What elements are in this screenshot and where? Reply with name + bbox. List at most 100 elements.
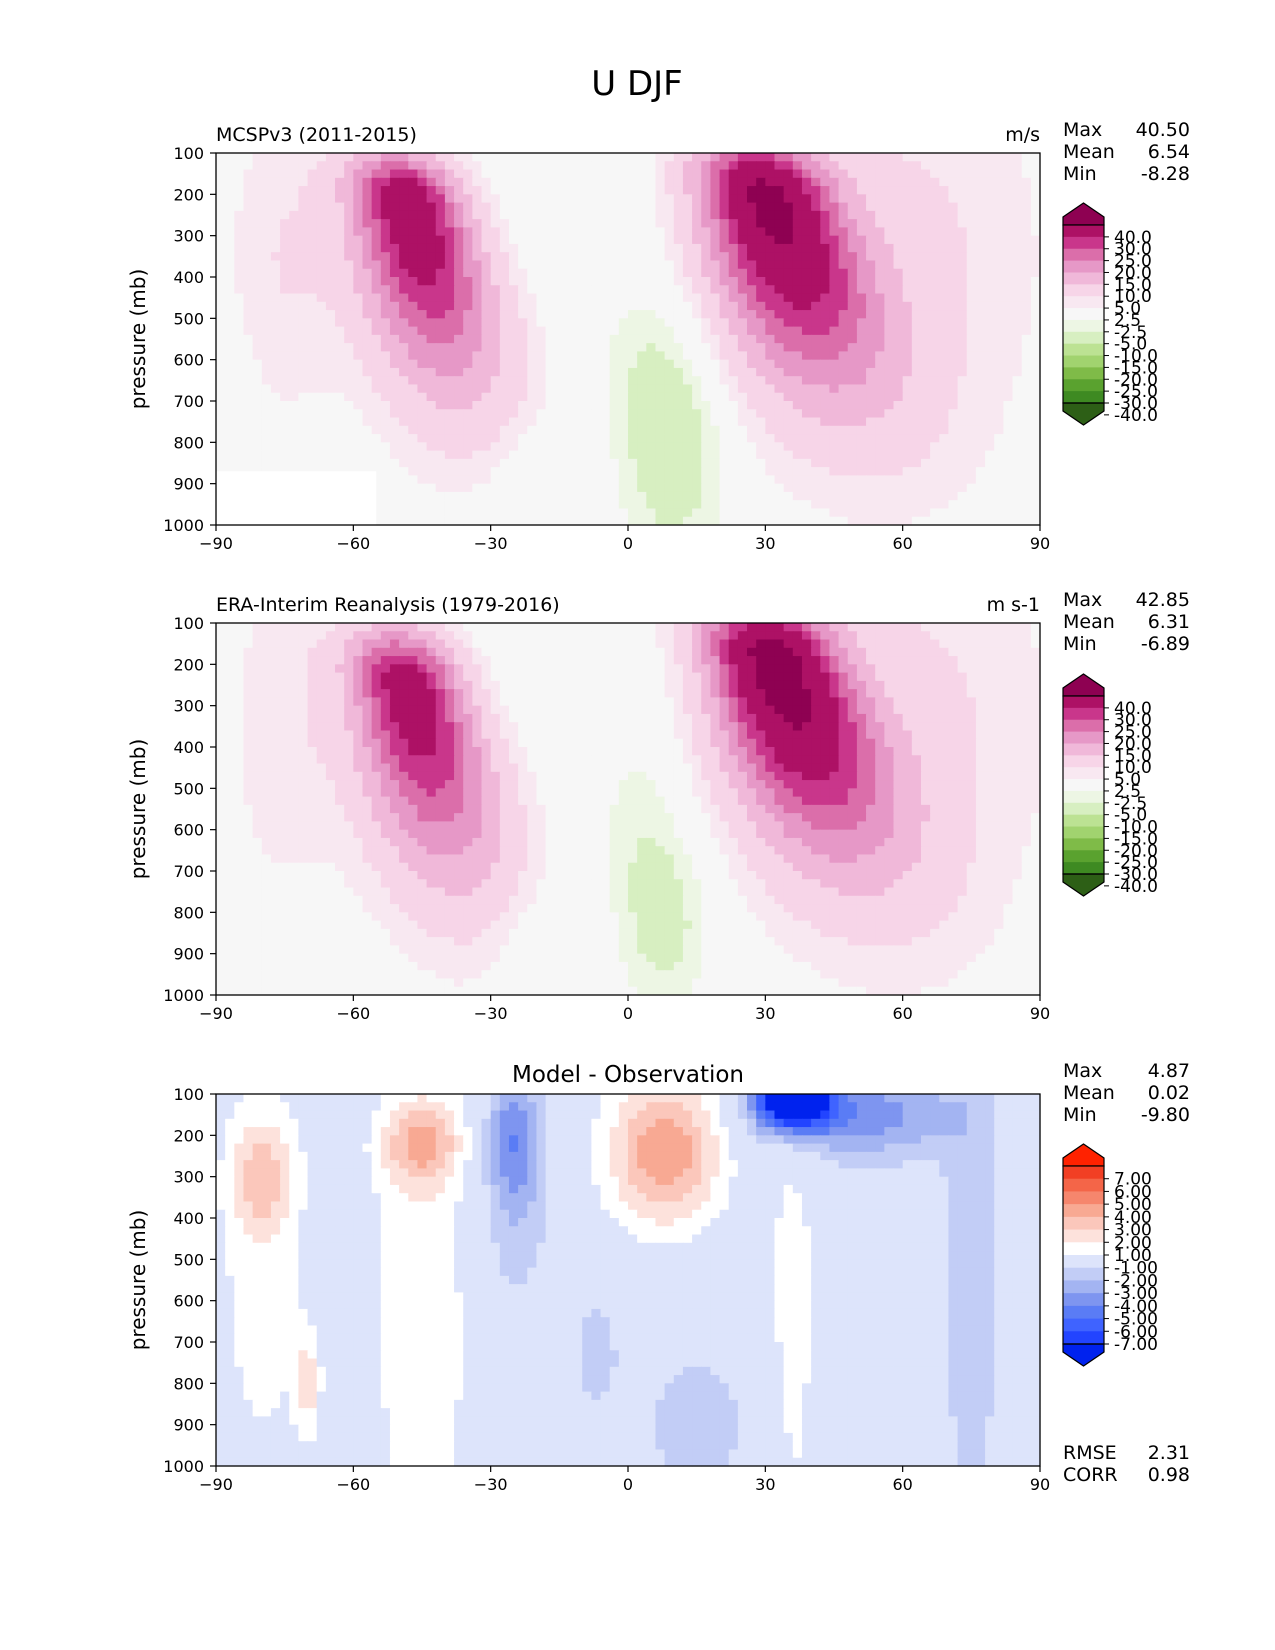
field-cell — [985, 647, 995, 657]
field-cell — [417, 697, 428, 707]
field-cell — [737, 425, 748, 435]
field-cell — [994, 483, 1004, 493]
field-cell — [518, 219, 528, 228]
field-cell — [573, 434, 583, 443]
field-cell — [298, 301, 309, 311]
field-cell — [298, 343, 309, 352]
field-cell — [765, 672, 776, 682]
field-cell — [426, 664, 437, 674]
field-cell — [435, 491, 446, 501]
field-cell — [408, 318, 419, 328]
field-cell — [975, 177, 986, 187]
field-cell — [957, 425, 968, 435]
field-cell — [536, 334, 547, 344]
field-cell — [756, 227, 766, 237]
field-cell — [875, 219, 885, 228]
field-cell — [838, 376, 849, 386]
field-cell — [362, 359, 373, 369]
field-cell — [920, 210, 931, 220]
field-cell — [939, 318, 950, 328]
field-cell — [454, 235, 464, 245]
field-cell — [600, 293, 611, 303]
field-cell — [454, 243, 464, 253]
field-cell — [591, 656, 602, 665]
field-cell — [545, 326, 556, 336]
field-cell — [930, 491, 940, 501]
field-cell — [454, 458, 464, 468]
field-cell — [1012, 672, 1023, 682]
x-tick-label: 0 — [623, 534, 633, 553]
field-cell — [573, 425, 583, 435]
field-cell — [472, 647, 483, 657]
field-cell — [957, 623, 968, 632]
field-cell — [783, 475, 794, 485]
field-cell — [838, 409, 849, 419]
field-cell — [856, 392, 867, 402]
field-cell — [426, 631, 437, 641]
field-cell — [756, 235, 766, 245]
field-cell — [856, 458, 867, 468]
field-cell — [609, 384, 620, 394]
field-cell — [536, 384, 547, 394]
field-cell — [646, 409, 657, 419]
field-cell — [728, 623, 739, 632]
field-cell — [490, 326, 501, 336]
field-cell — [417, 252, 428, 262]
field-cell — [811, 260, 821, 270]
field-cell — [710, 516, 721, 526]
field-cell — [508, 243, 519, 253]
field-cell — [811, 153, 821, 162]
field-cell — [225, 243, 235, 253]
field-cell — [335, 326, 345, 336]
field-cell — [774, 227, 785, 237]
field-cell — [490, 631, 501, 641]
field-cell — [563, 359, 574, 369]
field-cell — [243, 186, 254, 195]
field-cell — [362, 376, 373, 386]
field-cell — [316, 450, 327, 460]
field-cell — [838, 359, 849, 369]
field-cell — [856, 516, 867, 526]
field-cell — [747, 516, 757, 526]
field-cell — [591, 467, 602, 476]
field-cell — [261, 359, 272, 369]
field-cell — [261, 409, 272, 419]
field-cell — [216, 623, 226, 632]
field-cell — [353, 689, 364, 698]
field-cell — [444, 647, 455, 657]
field-cell — [801, 417, 812, 427]
field-cell — [728, 318, 739, 328]
field-cell — [920, 169, 931, 179]
field-cell — [1021, 301, 1032, 311]
field-cell — [682, 326, 693, 336]
field-cell — [783, 647, 794, 657]
field-cell — [536, 467, 547, 476]
field-cell — [628, 639, 638, 649]
field-cell — [966, 483, 977, 493]
colorbar-extend-top-cap — [1062, 202, 1105, 226]
field-cell — [582, 392, 592, 402]
field-cell — [783, 689, 794, 698]
field-cell — [701, 631, 711, 641]
field-cell — [920, 326, 931, 336]
field-cell — [435, 516, 446, 526]
field-cell — [765, 376, 776, 386]
field-cell — [380, 508, 391, 518]
field-cell — [756, 631, 766, 641]
field-cell — [600, 656, 611, 665]
field-cell — [307, 219, 318, 228]
field-cell — [1021, 376, 1032, 386]
field-cell — [637, 442, 647, 452]
field-cell — [747, 631, 757, 641]
field-cell — [920, 243, 931, 253]
field-cell — [646, 500, 657, 510]
field-cell — [234, 417, 245, 427]
field-cell — [902, 177, 913, 187]
field-cell — [582, 508, 592, 518]
field-cell — [811, 631, 821, 641]
field-cell — [902, 359, 913, 369]
field-cell — [252, 656, 263, 665]
field-cell — [261, 293, 272, 303]
field-cell — [399, 359, 409, 369]
field-cell — [975, 664, 986, 674]
